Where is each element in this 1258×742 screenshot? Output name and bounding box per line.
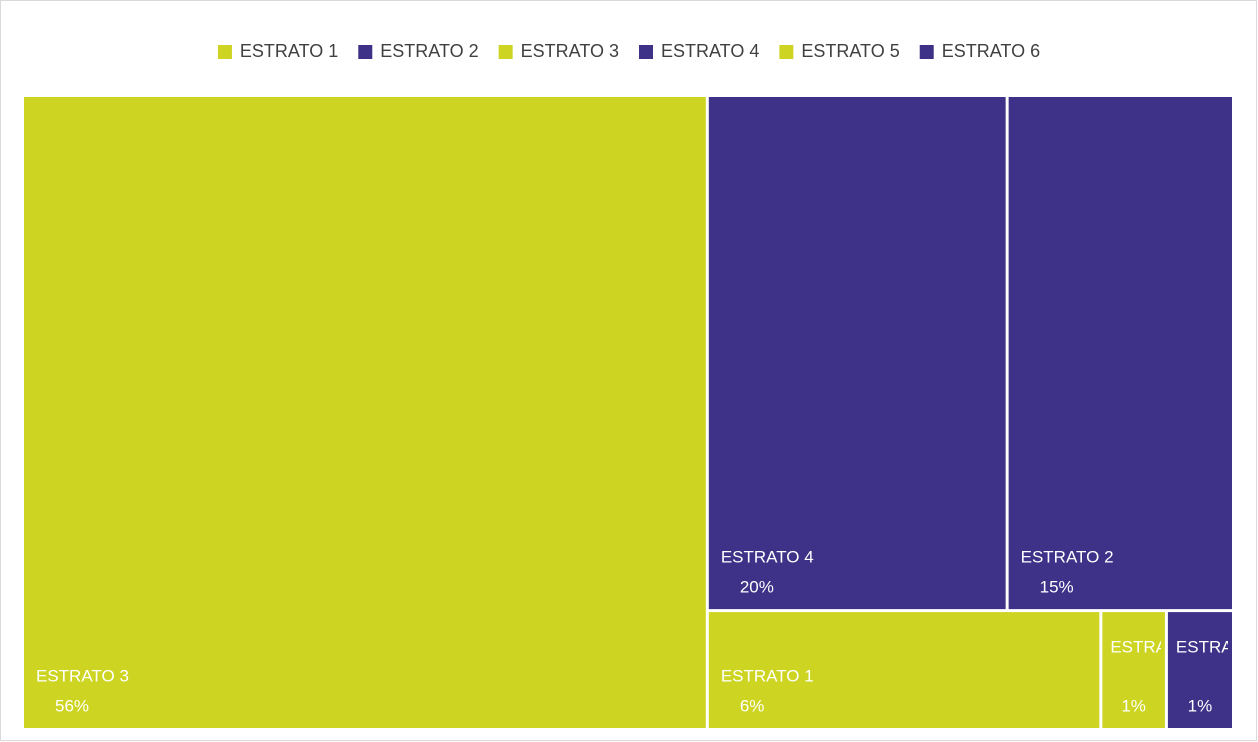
legend: ESTRATO 1 ESTRATO 2 ESTRATO 3 ESTRATO 4 ESTR… [217, 41, 1040, 61]
legend-label: ESTRATO 2 [380, 41, 478, 61]
legend-swatch [639, 45, 653, 59]
tile [1167, 612, 1232, 728]
tile [1102, 612, 1165, 728]
tile-value: 1% [1188, 696, 1213, 715]
tile [708, 612, 1100, 728]
legend-label: ESTRATO 1 [240, 41, 338, 61]
legend-label: ESTRATO 4 [661, 41, 759, 61]
tile-value: 6% [740, 696, 765, 715]
legend-label: ESTRATO 6 [942, 41, 1040, 61]
tile-value: 15% [1040, 578, 1074, 597]
legend-swatch [779, 45, 794, 59]
tile-label: ESTRATO 3 [36, 666, 129, 685]
tile-value: 56% [55, 696, 89, 715]
tile-label: ESTRATO 5 [1110, 637, 1203, 656]
tile-label: ESTRATO 4 [721, 548, 814, 567]
legend-swatch [358, 45, 373, 59]
tile [708, 97, 1006, 610]
tile-value: 20% [740, 578, 774, 597]
tile-value: 1% [1121, 696, 1146, 715]
legend-label: ESTRATO 5 [801, 41, 899, 61]
tile [24, 97, 706, 728]
legend-swatch [919, 45, 934, 59]
tile-label: ESTRATO 2 [1021, 548, 1114, 567]
legend-label: ESTRATO 3 [521, 41, 619, 61]
legend-swatch [498, 45, 513, 59]
tile-label: ESTRATO 6 [1176, 637, 1258, 656]
tile-label: ESTRATO 1 [721, 666, 814, 685]
tile [1008, 97, 1232, 610]
legend-swatch [217, 45, 232, 59]
